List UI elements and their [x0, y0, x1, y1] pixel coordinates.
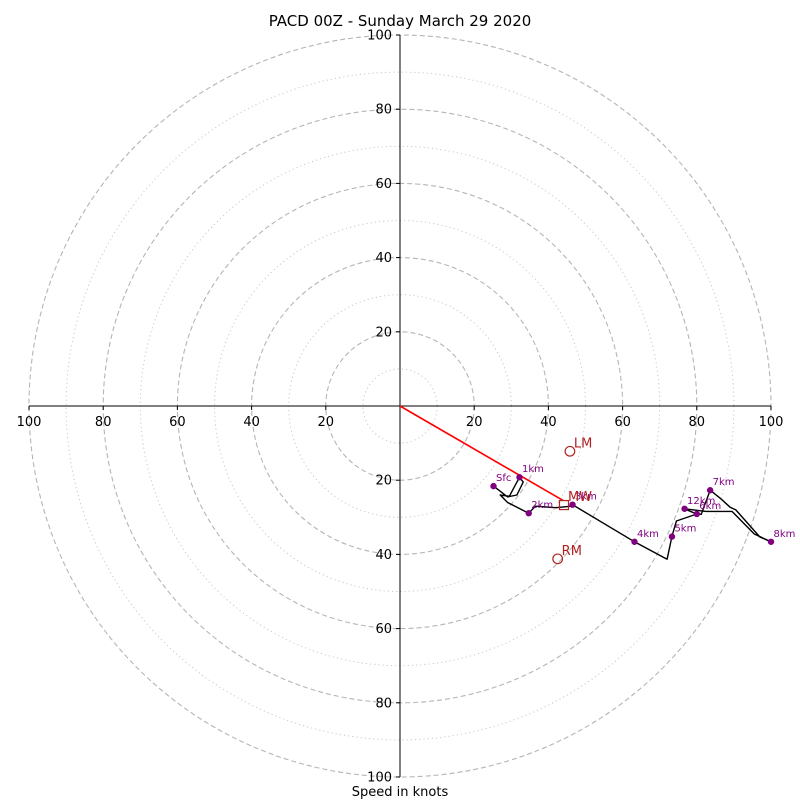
x-tick-label: 100	[17, 415, 42, 430]
y-tick-label: 40	[375, 251, 392, 266]
y-tick-label: 60	[375, 622, 392, 637]
height-level-markers: Sfc 1km 2km 3km 4km 5km 6km 7km 8km 12km	[490, 464, 795, 545]
level-3km: 3km	[569, 492, 597, 508]
storm-motion-marker	[564, 445, 576, 457]
y-tick-label: 100	[367, 29, 392, 44]
mean-wind-line	[399, 405, 564, 502]
y-tick-label: 80	[375, 103, 392, 118]
x-tick-label: 60	[169, 415, 186, 430]
x-tick-label: 20	[466, 415, 483, 430]
level-6km: 6km	[693, 501, 721, 518]
level-label: 3km	[575, 492, 597, 503]
x-tick-label: 60	[614, 415, 631, 430]
storm-motion-mw: MW	[558, 490, 592, 511]
level-label: 6km	[699, 501, 721, 512]
level-label: 1km	[522, 464, 544, 475]
y-tick-label: 20	[375, 474, 392, 489]
level-label: Sfc	[496, 473, 511, 484]
level-4km: 4km	[631, 529, 659, 545]
storm-motion-rm: RM	[552, 544, 582, 565]
x-axis-label: Speed in knots	[352, 785, 449, 800]
level-point	[681, 505, 688, 512]
x-tick-label: 40	[540, 415, 557, 430]
level-point	[668, 533, 676, 540]
storm-motion-lm: LM	[564, 436, 592, 457]
level-label: 5km	[674, 524, 696, 535]
x-tick-label: 80	[689, 415, 706, 430]
level-2km: 2km	[525, 500, 553, 517]
y-tick-label: 100	[367, 771, 392, 786]
y-tick-labels: 100 80 60 40 20 20 40 60 80 100	[367, 29, 400, 786]
level-label: 4km	[637, 529, 659, 540]
x-tick-labels: 100 80 60 40 20 20 40 60 80 100	[17, 406, 784, 430]
storm-motion-marker	[558, 499, 570, 511]
level-point	[631, 538, 638, 545]
level-12km: 12km	[681, 496, 715, 512]
storm-motion-markers: LM RM MW	[552, 436, 592, 565]
storm-motion-label: LM	[574, 436, 592, 451]
level-label: 7km	[713, 477, 735, 488]
level-point	[490, 482, 497, 490]
level-label: 2km	[531, 500, 553, 511]
x-tick-label: 40	[243, 415, 260, 430]
level-point	[516, 474, 523, 481]
mean-wind-vector	[399, 405, 564, 502]
level-point	[706, 487, 714, 494]
hodograph-line	[493, 476, 772, 560]
level-7km: 7km	[706, 477, 735, 494]
level-point	[569, 501, 576, 508]
level-5km: 5km	[668, 524, 696, 540]
level-label: 12km	[687, 496, 715, 507]
level-point	[693, 510, 700, 518]
level-1km: 1km	[516, 464, 544, 481]
hodograph-trace	[493, 476, 772, 560]
y-tick-label: 20	[375, 325, 392, 340]
x-tick-label: 80	[95, 415, 112, 430]
y-tick-label: 40	[375, 548, 392, 563]
y-tick-label: 60	[375, 177, 392, 192]
y-tick-label: 80	[375, 696, 392, 711]
storm-motion-label: MW	[568, 490, 592, 505]
storm-motion-marker	[552, 553, 564, 565]
x-tick-label: 100	[759, 415, 784, 430]
level-point	[525, 510, 532, 517]
level-8km: 8km	[767, 529, 796, 545]
storm-motion-label: RM	[562, 544, 582, 559]
level-label: 8km	[774, 529, 796, 540]
level-sfc: Sfc	[490, 473, 511, 490]
chart-title: PACD 00Z - Sunday March 29 2020	[269, 12, 532, 30]
level-point	[767, 538, 775, 545]
x-tick-label: 20	[318, 415, 335, 430]
